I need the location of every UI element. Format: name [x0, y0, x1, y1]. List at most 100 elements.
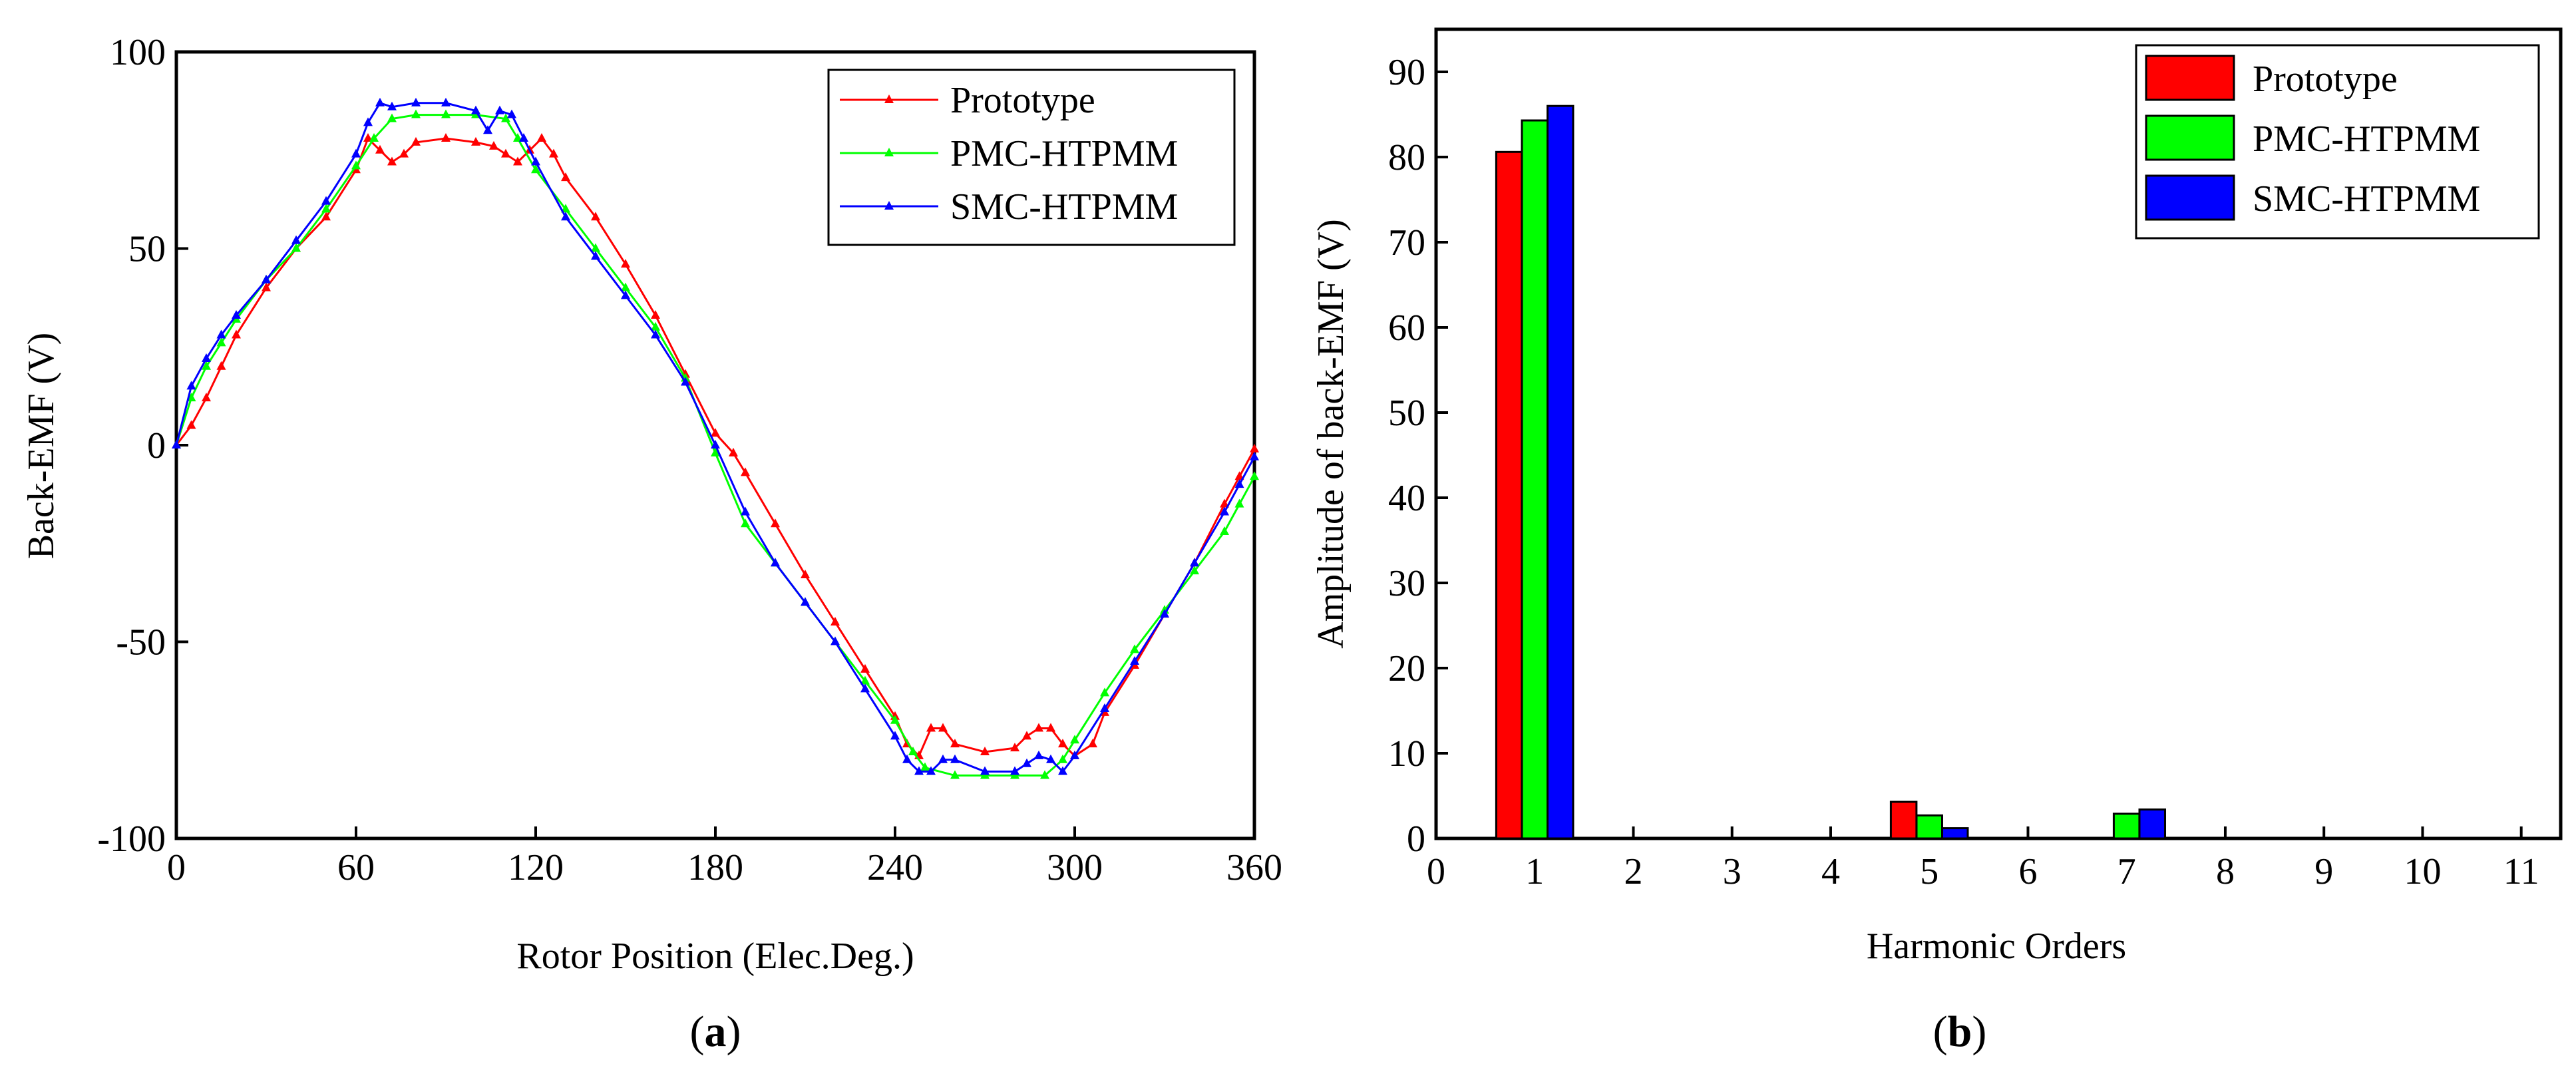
y-tick-label-b: 40 [1388, 478, 1425, 519]
y-tick-label-a: 0 [147, 425, 166, 466]
data-point [363, 133, 373, 142]
data-point [1234, 479, 1244, 488]
y-tick-label-b: 50 [1388, 393, 1425, 434]
legend-b: Prototype PMC-HTPMM SMC-HTPMM [2135, 44, 2540, 240]
data-point [172, 440, 181, 448]
x-tick-label-b: 4 [1821, 851, 1840, 892]
x-axis-label-b: Harmonic Orders [1867, 926, 2126, 967]
legend-label: Prototype [2253, 59, 2398, 100]
y-tick-label-b: 30 [1388, 563, 1425, 604]
panel-label-a: (a) [690, 1007, 741, 1056]
legend-swatch [2145, 114, 2235, 161]
data-point [801, 597, 810, 606]
data-point [1160, 609, 1169, 618]
data-point [471, 105, 480, 114]
y-tick-label-a: 100 [110, 32, 166, 73]
data-point [321, 204, 331, 213]
data-point [1234, 471, 1244, 480]
y-axis-label-a: Back-EMF (V) [21, 333, 62, 560]
data-point [232, 309, 241, 319]
data-point [1220, 498, 1229, 508]
data-point [387, 113, 397, 122]
data-point [1040, 770, 1049, 779]
data-point [591, 212, 600, 221]
data-point [1220, 526, 1229, 536]
data-point [741, 506, 750, 516]
data-point [1022, 731, 1031, 740]
data-point [1250, 471, 1259, 480]
data-point [1070, 735, 1079, 744]
data-point [926, 766, 936, 775]
data-point [950, 770, 960, 779]
data-point [1058, 766, 1067, 775]
y-tick-label-b: 90 [1388, 52, 1425, 93]
data-point [501, 148, 510, 158]
data-point [729, 447, 738, 456]
data-point [561, 204, 570, 213]
bar-prototype-h5 [1889, 801, 1918, 840]
data-point [1130, 656, 1139, 665]
data-point [860, 663, 870, 673]
data-point [1010, 766, 1019, 775]
data-point [375, 144, 385, 154]
data-point [291, 243, 301, 252]
data-point [741, 518, 750, 528]
bar-smc-htpmm-h5 [1941, 827, 1969, 840]
data-point [399, 148, 409, 158]
data-point [216, 361, 226, 370]
data-point [1130, 644, 1139, 653]
data-point [202, 393, 211, 402]
data-point [471, 136, 480, 146]
data-point [216, 337, 226, 347]
data-point [651, 329, 660, 339]
bar-smc-htpmm-h1 [1547, 104, 1574, 840]
legend-item: Prototype [840, 80, 1095, 121]
data-point [830, 616, 840, 626]
data-point [681, 377, 690, 386]
data-point [513, 156, 522, 166]
data-point [1070, 750, 1079, 759]
bar-pmc-htpmm-h1 [1521, 119, 1549, 840]
y-tick-label-a: -100 [97, 818, 166, 860]
y-tick-label-b: 20 [1388, 648, 1425, 689]
x-tick-label-b: 5 [1920, 851, 1938, 892]
bar-smc-htpmm-h7 [2138, 808, 2166, 840]
data-point [591, 251, 600, 260]
data-point [495, 105, 504, 114]
data-point [411, 136, 421, 146]
y-tick-label-b: 60 [1388, 307, 1425, 349]
data-point [1220, 506, 1229, 516]
legend-item: Prototype [2145, 55, 2398, 101]
series-smc-htpmm [172, 97, 1259, 775]
data-point [387, 156, 397, 166]
y-tick-label-b: 70 [1388, 222, 1425, 264]
data-point [291, 235, 301, 244]
data-point [591, 243, 600, 252]
data-point [1190, 566, 1199, 575]
data-point [950, 754, 960, 763]
data-point [741, 467, 750, 476]
data-point [711, 428, 720, 437]
panel-b-bar-chart: 0 1 2 3 4 5 6 7 8 9 10 11 0 10 20 30 40 50 60 70 80 90 Protot… [1310, 27, 2563, 1056]
data-point [902, 754, 912, 763]
legend-label: SMC-HTPMM [950, 186, 1178, 228]
y-tick-label-b: 10 [1388, 733, 1425, 775]
legend-item: SMC-HTPMM [2145, 174, 2480, 221]
data-point [369, 133, 379, 142]
data-point [1250, 451, 1259, 460]
x-tick-label-b: 3 [1723, 851, 1742, 892]
x-tick-label-a: 240 [867, 847, 923, 888]
data-point [262, 274, 271, 283]
data-point [938, 723, 948, 732]
data-point [860, 683, 870, 693]
x-tick-label-b: 2 [1624, 851, 1642, 892]
data-point [771, 518, 780, 528]
data-point [186, 420, 196, 429]
data-point [537, 133, 546, 142]
x-tick-label-a: 360 [1226, 847, 1282, 888]
data-point [938, 754, 948, 763]
plot-frame-b [1434, 27, 2563, 840]
data-point [890, 731, 900, 740]
data-point [186, 381, 196, 390]
data-point [950, 739, 960, 748]
